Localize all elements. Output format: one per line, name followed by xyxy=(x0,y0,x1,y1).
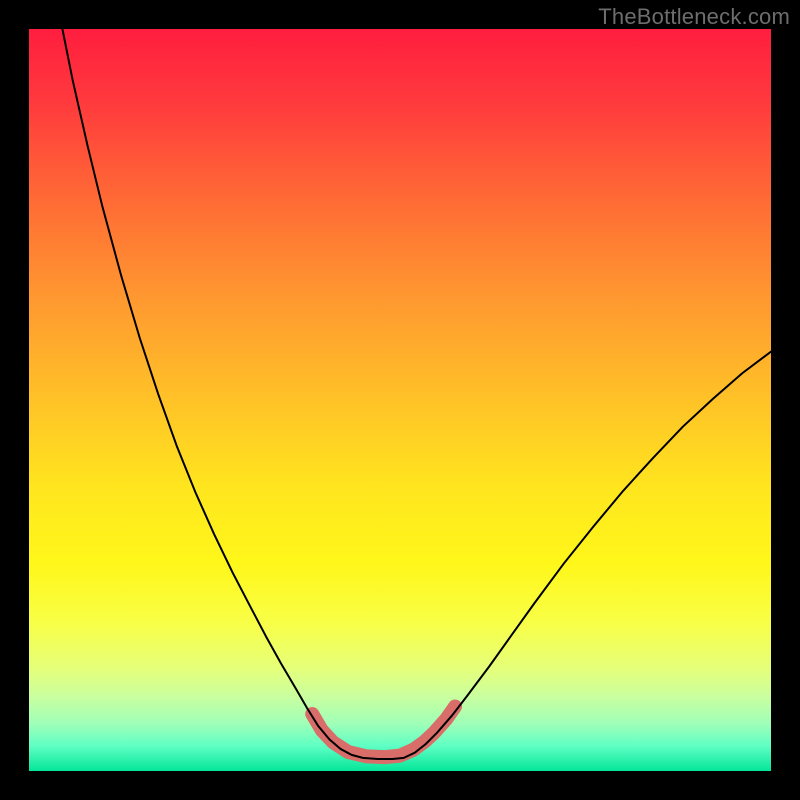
watermark-text: TheBottleneck.com xyxy=(598,4,790,30)
stage: TheBottleneck.com xyxy=(0,0,800,800)
chart-svg xyxy=(0,0,800,800)
plot-background-gradient xyxy=(28,28,772,772)
